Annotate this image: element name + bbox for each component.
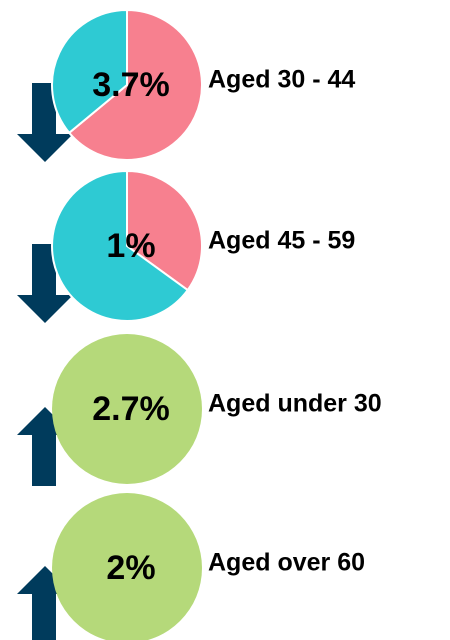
- pie-slice: [52, 334, 202, 484]
- center-label: 2.7%: [92, 390, 170, 428]
- category-label: Aged over 60: [208, 549, 365, 577]
- trend-arrow: [17, 83, 73, 162]
- center-label: 2%: [106, 549, 155, 587]
- pie-slice: [52, 493, 202, 640]
- center-label: 3.7%: [92, 66, 170, 104]
- center-label: 1%: [106, 227, 155, 265]
- category-label: Aged 30 - 44: [208, 66, 355, 94]
- category-label: Aged under 30: [208, 390, 382, 418]
- pie-slice: [126, 169, 203, 292]
- pie-slice: [51, 169, 190, 322]
- trend-arrow: [17, 244, 73, 323]
- pie-slice: [51, 8, 128, 135]
- pie-slice: [67, 8, 203, 161]
- category-label: Aged 45 - 59: [208, 227, 355, 255]
